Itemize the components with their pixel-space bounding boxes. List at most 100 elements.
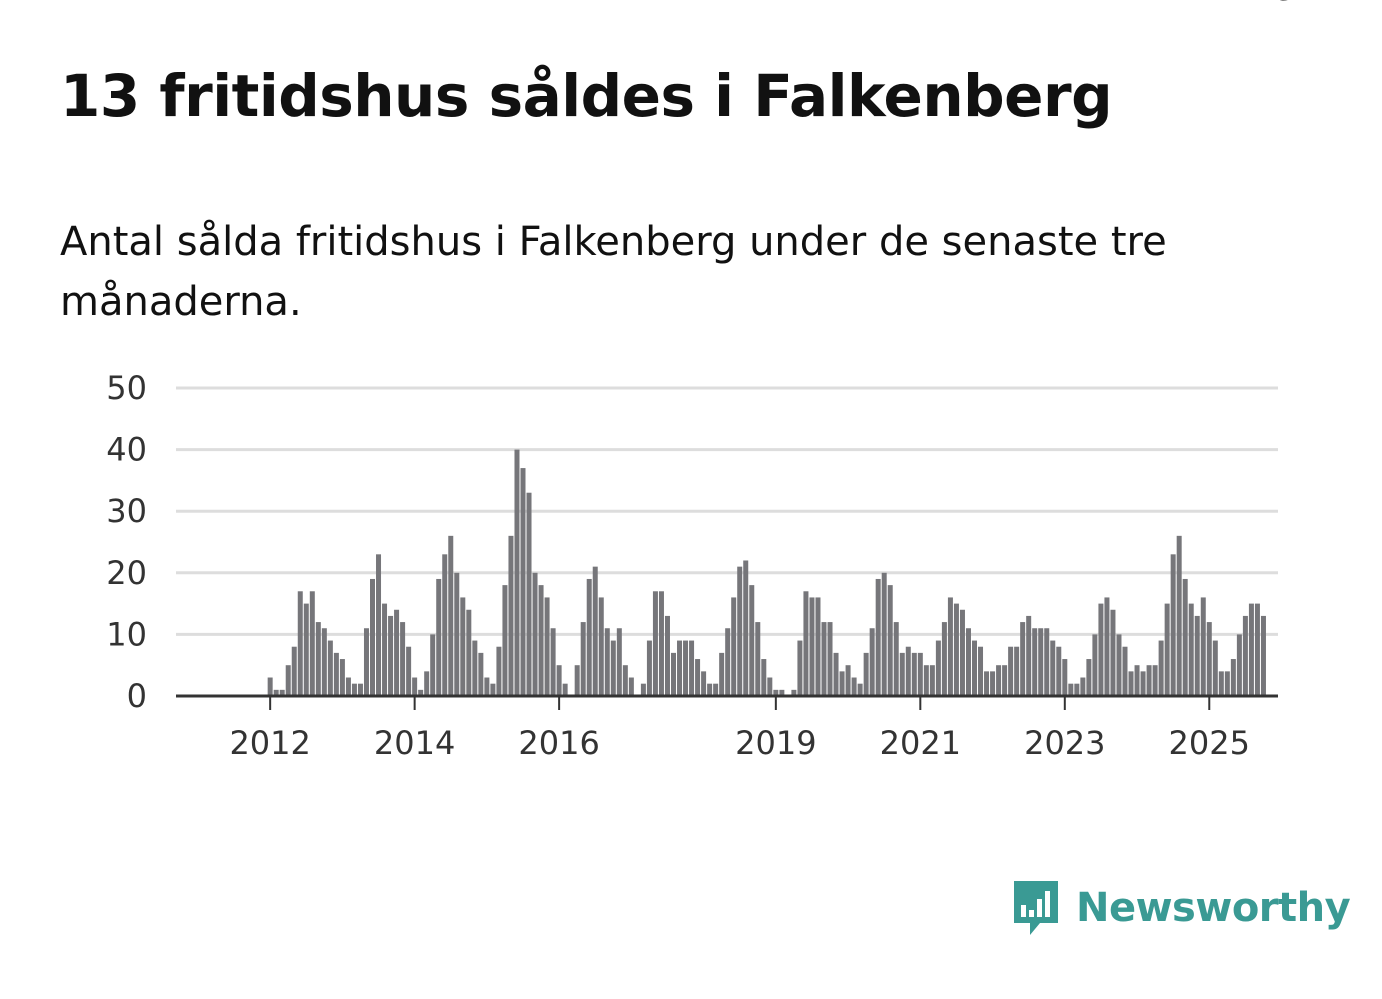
bar xyxy=(851,677,857,696)
bar xyxy=(1218,671,1224,696)
bar xyxy=(538,585,544,696)
bar xyxy=(683,640,689,696)
bar xyxy=(502,585,508,696)
bar xyxy=(815,597,821,696)
bar xyxy=(1062,659,1068,696)
y-tick-label: 40 xyxy=(106,431,147,469)
bar xyxy=(400,622,406,696)
brand-logo: Newsworthy xyxy=(1010,876,1351,940)
bar xyxy=(1020,622,1026,696)
bar xyxy=(707,683,713,696)
bar xyxy=(616,628,622,696)
bar xyxy=(658,591,664,696)
bar xyxy=(406,646,412,696)
bar xyxy=(893,622,899,696)
bar xyxy=(1098,603,1104,696)
bar xyxy=(1224,671,1230,696)
bar xyxy=(1026,615,1032,696)
bar xyxy=(496,646,502,696)
bar xyxy=(972,640,977,696)
bar xyxy=(598,597,604,696)
bar xyxy=(1200,597,1206,696)
bar xyxy=(1014,646,1020,696)
bar xyxy=(984,671,990,696)
bar xyxy=(460,597,466,696)
bar xyxy=(388,615,394,696)
bar xyxy=(1092,634,1098,696)
bar xyxy=(761,659,767,696)
y-axis-ticks: 0 10 20 30 40 50 xyxy=(106,369,147,715)
bar xyxy=(803,591,809,696)
bar xyxy=(1164,603,1170,696)
bar xyxy=(562,683,568,696)
bar xyxy=(923,665,929,696)
bar xyxy=(1176,535,1182,696)
bar xyxy=(610,640,616,696)
bar xyxy=(628,677,634,696)
bar xyxy=(592,566,598,696)
bar xyxy=(941,622,947,696)
bar xyxy=(743,560,749,696)
bar xyxy=(370,578,375,696)
bar xyxy=(1212,640,1218,696)
bar xyxy=(1158,640,1164,696)
y-tick-label: 20 xyxy=(106,554,147,592)
bar xyxy=(622,665,628,696)
bar xyxy=(1242,615,1248,696)
bar xyxy=(695,659,701,696)
bar xyxy=(1230,659,1236,696)
bar xyxy=(520,468,526,696)
bar xyxy=(845,665,851,696)
bar xyxy=(478,652,484,696)
bar xyxy=(833,652,839,696)
gridlines xyxy=(176,386,1278,636)
bar xyxy=(755,622,761,696)
bar xyxy=(484,677,490,696)
bar xyxy=(677,640,683,696)
bar xyxy=(701,671,707,696)
bar xyxy=(797,640,803,696)
y-tick-label: 10 xyxy=(106,615,147,653)
bar xyxy=(418,689,424,696)
bar xyxy=(363,628,369,696)
bar xyxy=(947,597,953,696)
bar xyxy=(1194,615,1200,696)
bar xyxy=(327,640,333,696)
bar xyxy=(454,572,460,696)
bar xyxy=(965,628,971,696)
bar xyxy=(827,622,833,696)
bar xyxy=(394,609,400,696)
bar xyxy=(412,677,418,696)
bar xyxy=(725,628,731,696)
bar xyxy=(514,449,520,696)
bar xyxy=(1254,603,1260,696)
x-tick-label: 2014 xyxy=(374,724,455,762)
bar xyxy=(731,597,737,696)
bar xyxy=(1002,665,1008,696)
bar xyxy=(1122,646,1128,696)
bar xyxy=(466,609,472,696)
bar xyxy=(1086,659,1092,696)
bar xyxy=(869,628,875,696)
bar xyxy=(279,689,285,696)
x-tick-label: 2016 xyxy=(518,724,599,762)
y-tick-label: 50 xyxy=(106,369,147,407)
bar xyxy=(911,652,917,696)
bar xyxy=(1008,646,1014,696)
bar xyxy=(321,628,327,696)
bar xyxy=(713,683,719,696)
bar xyxy=(351,683,357,696)
bar xyxy=(1188,603,1194,696)
bar xyxy=(640,683,646,696)
bar xyxy=(646,640,652,696)
bar xyxy=(1050,640,1056,696)
bar xyxy=(508,535,514,696)
bar xyxy=(339,659,345,696)
bar xyxy=(556,665,562,696)
bar xyxy=(1074,683,1080,696)
bar xyxy=(875,578,881,696)
bar xyxy=(297,591,303,696)
bar xyxy=(1038,628,1044,696)
bar xyxy=(436,578,442,696)
x-axis-ticks: 2012 2014 2016 2019 2021 2023 2025 xyxy=(229,696,1250,762)
